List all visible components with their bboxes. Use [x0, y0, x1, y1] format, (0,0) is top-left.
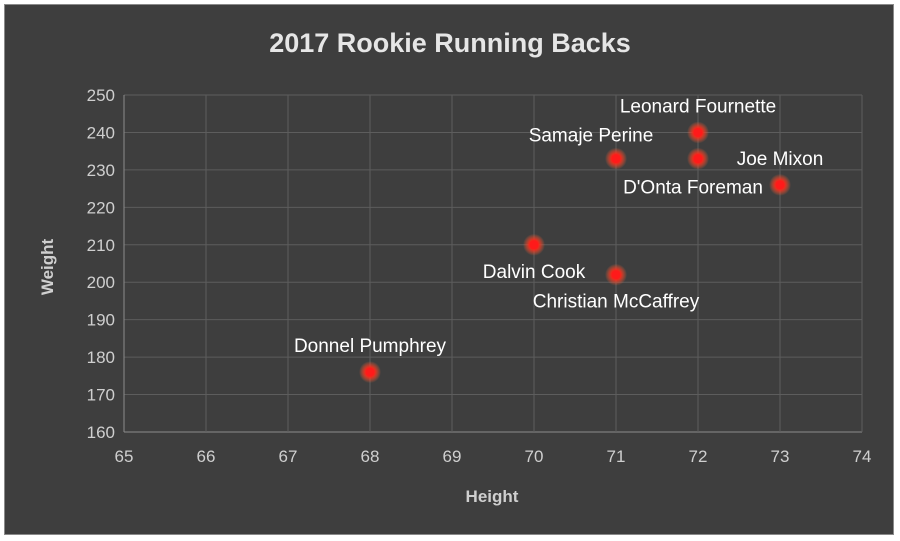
x-tick-label: 66: [197, 447, 216, 466]
y-tick-label: 200: [87, 273, 115, 292]
y-tick-label: 170: [87, 386, 115, 405]
data-label: Donnel Pumphrey: [294, 336, 447, 357]
x-tick-label: 69: [443, 447, 462, 466]
data-point: [687, 147, 709, 170]
x-tick-label: 68: [361, 447, 380, 466]
data-point: [359, 361, 381, 384]
data-point: [687, 121, 709, 144]
x-tick-label: 73: [771, 447, 790, 466]
y-tick-label: 210: [87, 236, 115, 255]
data-label: D'Onta Foreman: [623, 178, 763, 199]
y-tick-label: 240: [87, 123, 115, 142]
chart-frame: 160 170 180 190 200 210 220 230 240 250 65 66 67 68 69…: [4, 4, 894, 535]
x-tick-label: 74: [853, 447, 872, 466]
data-labels: Leonard Fournette Samaje Perine Joe Mixon D…: [294, 96, 823, 357]
data-points: [359, 121, 791, 384]
y-tick-label: 230: [87, 161, 115, 180]
data-label: Christian McCaffrey: [533, 292, 700, 313]
x-tick-label: 71: [607, 447, 626, 466]
data-point: [769, 173, 791, 196]
x-axis-title: Height: [466, 487, 519, 506]
data-label: Leonard Fournette: [620, 96, 776, 117]
y-axis-title: Weight: [38, 238, 57, 295]
scatter-chart: 160 170 180 190 200 210 220 230 240 250 65 66 67 68 69…: [38, 28, 872, 506]
data-point: [523, 233, 545, 256]
data-label: Samaje Perine: [529, 126, 654, 147]
chart-title: 2017 Rookie Running Backs: [269, 28, 631, 58]
y-tick-label: 220: [87, 198, 115, 217]
y-tick-label: 160: [87, 423, 115, 442]
data-label: Joe Mixon: [737, 149, 824, 170]
x-tick-label: 67: [279, 447, 298, 466]
data-point: [605, 147, 627, 170]
x-tick-label: 65: [115, 447, 134, 466]
data-label: Dalvin Cook: [483, 262, 586, 283]
tick-labels: 160 170 180 190 200 210 220 230 240 250 65 66 67 68 69…: [87, 86, 872, 466]
y-tick-label: 190: [87, 311, 115, 330]
x-tick-label: 72: [689, 447, 708, 466]
x-tick-label: 70: [525, 447, 544, 466]
y-tick-label: 250: [87, 86, 115, 105]
y-tick-label: 180: [87, 348, 115, 367]
data-point: [605, 263, 627, 286]
